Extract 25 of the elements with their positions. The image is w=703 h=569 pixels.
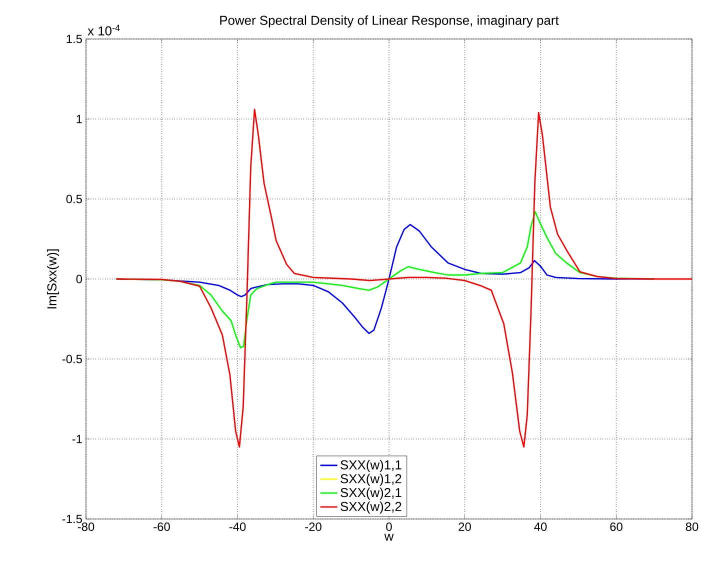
chart-title: Power Spectral Density of Linear Response, imaginary part bbox=[220, 15, 559, 28]
y-tick-label: 1 bbox=[76, 114, 82, 124]
x-axis-title: w bbox=[384, 534, 394, 541]
x-tick-label: -80 bbox=[78, 522, 94, 531]
legend-label: SXX(w)2,1 bbox=[340, 488, 402, 500]
x-tick-label: 80 bbox=[686, 522, 698, 531]
line-series bbox=[116, 108, 692, 448]
x-tick-label: -40 bbox=[229, 522, 246, 531]
y-tick-label: 1.5 bbox=[66, 34, 82, 44]
x-tick-label: -60 bbox=[154, 522, 170, 531]
legend-label: SXX(w)1,1 bbox=[340, 460, 402, 472]
y-tick-label: -0.5 bbox=[62, 354, 82, 364]
y-axis-title: Im[Sxx(w)] bbox=[46, 249, 60, 308]
x-tick-label: 40 bbox=[534, 522, 547, 531]
y-tick-label: 0 bbox=[76, 274, 82, 284]
x-tick-label: 20 bbox=[458, 522, 471, 531]
x-tick-label: -20 bbox=[305, 522, 322, 531]
y-tick-label: -1 bbox=[72, 434, 82, 444]
x-tick-label: 0 bbox=[386, 522, 392, 531]
y-tick-label: 0.5 bbox=[66, 194, 82, 204]
x-tick-label: 60 bbox=[610, 522, 622, 531]
text: x 10$^{-4}$ bbox=[88, 24, 120, 36]
legend-label: SXX(w)1,2 bbox=[340, 474, 402, 486]
legend-label: SXX(w)2,2 bbox=[340, 502, 402, 514]
y-tick-label: -1.5 bbox=[62, 514, 82, 524]
